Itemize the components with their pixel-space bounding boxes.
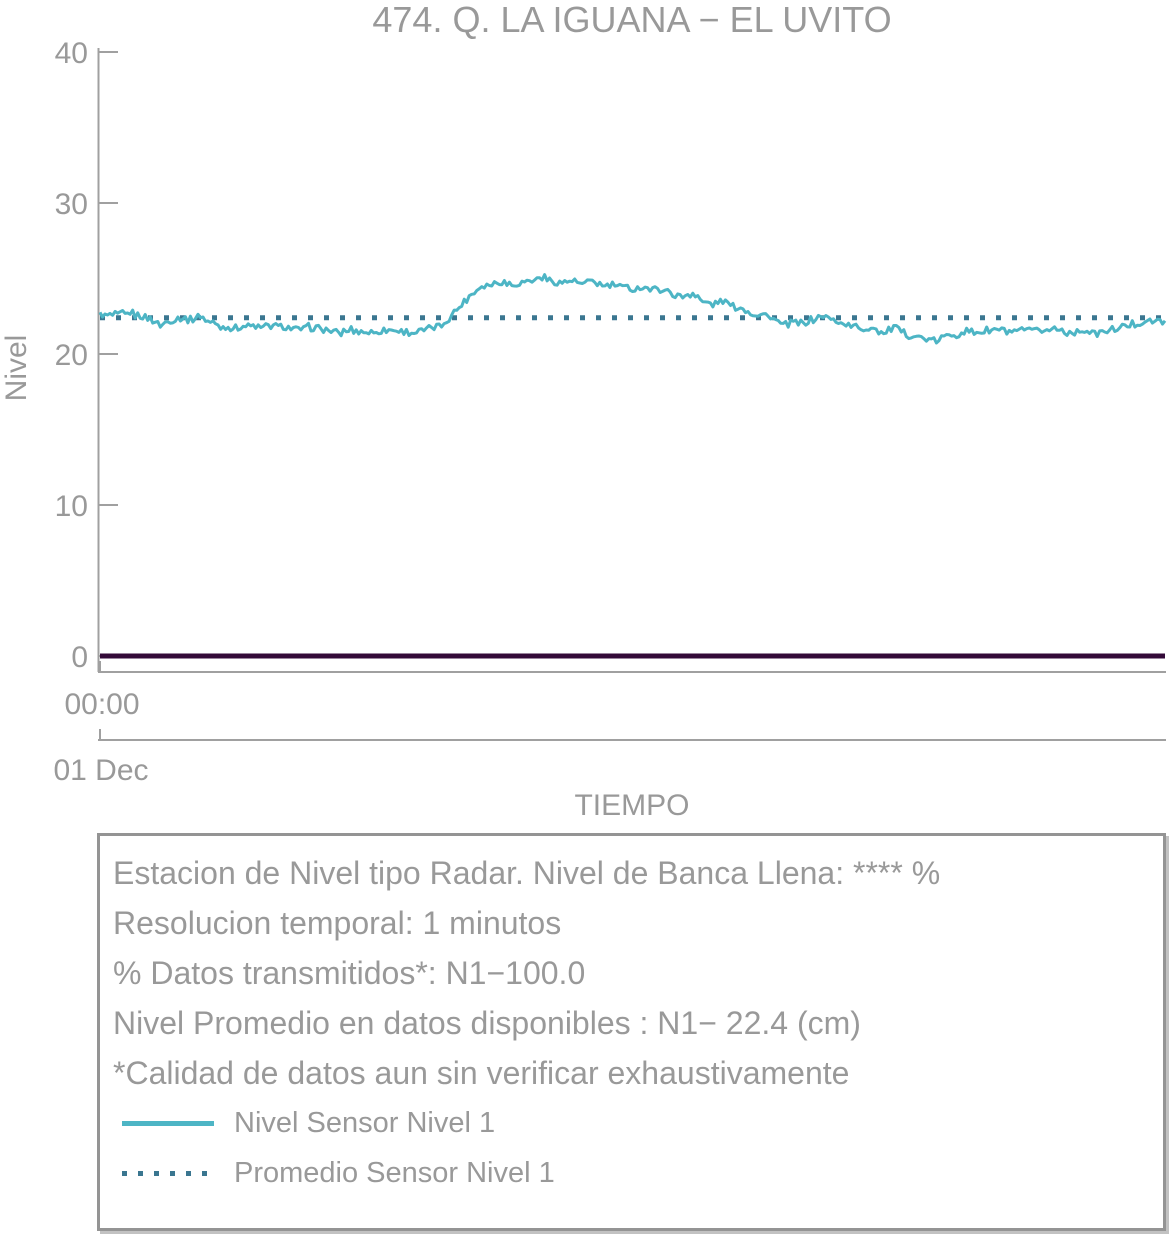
info-line-resolution: Resolucion temporal: 1 minutos (113, 905, 562, 941)
info-legend-box: Estacion de Nivel tipo Radar. Nivel de B… (97, 833, 1166, 1231)
info-line-quality-note: *Calidad de datos aun sin verificar exha… (113, 1055, 850, 1091)
svg-text:10: 10 (55, 490, 88, 523)
y-axis-ticks: 0 10 20 30 40 (55, 37, 118, 674)
time-tick-label: 00:00 (64, 688, 139, 721)
chart-title: 474. Q. LA IGUANA − EL UVITO (372, 0, 891, 40)
level-chart: 474. Q. LA IGUANA − EL UVITO 0 10 20 30 40 N… (0, 0, 1167, 822)
svg-text:40: 40 (55, 37, 88, 70)
legend-entry-promedio: Promedio Sensor Nivel 1 (113, 1148, 1149, 1198)
legend-label-sensor: Nivel Sensor Nivel 1 (234, 1106, 496, 1139)
chart-canvas: 474. Q. LA IGUANA − EL UVITO 0 10 20 30 40 N… (0, 0, 1167, 822)
date-tick-label: 01 Dec (53, 754, 148, 787)
legend-label-promedio: Promedio Sensor Nivel 1 (234, 1156, 555, 1189)
info-line-station: Estacion de Nivel tipo Radar. Nivel de B… (113, 855, 941, 891)
info-line-average: Nivel Promedio en datos disponibles : N1… (113, 1005, 861, 1041)
y-axis-label: Nivel (0, 335, 33, 402)
svg-text:0: 0 (71, 641, 88, 674)
svg-text:20: 20 (55, 339, 88, 372)
legend-entry-sensor: Nivel Sensor Nivel 1 (113, 1098, 1149, 1148)
svg-text:30: 30 (55, 188, 88, 221)
x-axis-label: TIEMPO (574, 789, 689, 822)
info-line-transmitted: % Datos transmitidos*: N1−100.0 (113, 955, 586, 991)
dotted-line-swatch-icon (122, 1170, 214, 1176)
solid-line-swatch-icon (122, 1120, 214, 1126)
level-series-line (98, 273, 1167, 345)
